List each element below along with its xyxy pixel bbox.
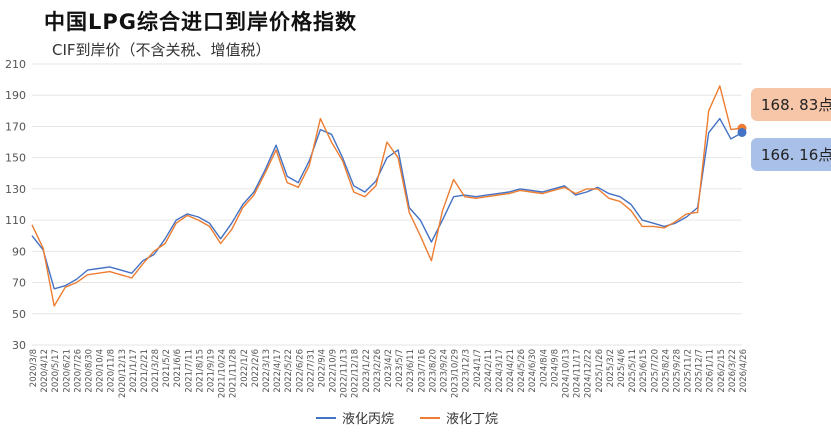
y-tick-label: 130 bbox=[5, 183, 26, 196]
x-tick-label: 2020/12/13 bbox=[118, 349, 128, 398]
y-tick-label: 90 bbox=[12, 245, 26, 258]
legend-swatch-propane bbox=[316, 416, 336, 419]
legend-item-propane: 液化丙烷 bbox=[316, 408, 394, 427]
x-axis: 2020/3/8 2020/4/12 2020/5/17 2020/6/21 2020/… bbox=[29, 349, 749, 398]
x-tick-label: 2025/12/7 bbox=[695, 349, 705, 393]
x-tick-label: 2021/7/11 bbox=[184, 349, 194, 393]
x-tick-label: 2024/11/17 bbox=[573, 349, 583, 398]
x-tick-label: 2023/4/2 bbox=[384, 349, 394, 387]
y-tick-label: 50 bbox=[12, 308, 26, 321]
x-tick-label: 2022/9/4 bbox=[317, 349, 327, 387]
x-tick-label: 2025/7/20 bbox=[650, 349, 660, 393]
callout-butane-value: 168. 83点 bbox=[751, 88, 831, 121]
x-tick-label: 2023/9/24 bbox=[439, 349, 449, 393]
x-tick-label: 2021/6/6 bbox=[173, 349, 183, 387]
legend-label-butane: 液化丁烷 bbox=[446, 412, 499, 427]
legend-label-propane: 液化丙烷 bbox=[342, 412, 395, 427]
x-tick-label: 2025/3/2 bbox=[606, 349, 616, 387]
series-line-butane bbox=[31, 85, 743, 307]
x-tick-label: 2021/2/21 bbox=[140, 349, 150, 393]
grid-lines bbox=[32, 63, 742, 346]
x-tick-label: 2024/2/11 bbox=[484, 349, 494, 393]
x-tick-label: 2020/5/17 bbox=[51, 349, 61, 393]
end-marker-propane bbox=[737, 127, 747, 137]
x-tick-label: 2024/5/26 bbox=[517, 349, 527, 393]
x-tick-label: 2025/5/11 bbox=[628, 349, 638, 393]
x-tick-label: 2020/8/30 bbox=[84, 349, 94, 393]
x-tick-label: 2020/11/8 bbox=[107, 349, 117, 393]
x-tick-label: 2023/2/26 bbox=[373, 349, 383, 393]
x-tick-label: 2023/8/20 bbox=[428, 349, 438, 393]
x-tick-label: 2021/1/17 bbox=[129, 349, 139, 393]
y-tick-label: 70 bbox=[12, 277, 26, 290]
series-lines bbox=[31, 85, 743, 307]
legend-item-butane: 液化丁烷 bbox=[420, 408, 498, 427]
y-tick-label: 110 bbox=[5, 214, 26, 227]
series-line-propane bbox=[31, 117, 743, 290]
x-tick-label: 2025/8/24 bbox=[661, 349, 671, 393]
x-tick-label: 2025/6/15 bbox=[639, 349, 649, 393]
x-tick-label: 2024/10/13 bbox=[562, 349, 572, 398]
chart-subtitle: CIF到岸价（不含关税、增值税） bbox=[52, 41, 271, 59]
x-tick-label: 2023/10/29 bbox=[451, 349, 461, 398]
x-tick-label: 2024/3/17 bbox=[495, 349, 505, 393]
x-tick-label: 2025/1/26 bbox=[595, 349, 605, 393]
end-markers bbox=[737, 123, 747, 137]
x-tick-label: 2023/12/3 bbox=[462, 349, 472, 393]
x-tick-label: 2025/11/2 bbox=[684, 349, 694, 393]
chart-legend: 液化丙烷 液化丁烷 bbox=[316, 408, 498, 427]
x-tick-label: 2022/10/9 bbox=[329, 349, 339, 393]
x-tick-label: 2023/7/16 bbox=[417, 349, 427, 393]
x-tick-label: 2026/4/26 bbox=[739, 349, 749, 393]
x-tick-label: 2021/10/24 bbox=[218, 349, 228, 398]
y-tick-label: 210 bbox=[5, 58, 26, 71]
x-tick-label: 2020/4/12 bbox=[40, 349, 50, 393]
x-tick-label: 2022/5/22 bbox=[284, 349, 294, 393]
x-tick-label: 2026/2/15 bbox=[717, 349, 727, 393]
x-tick-label: 2022/6/26 bbox=[295, 349, 305, 393]
x-tick-label: 2020/10/4 bbox=[96, 349, 106, 393]
x-tick-label: 2024/6/30 bbox=[528, 349, 538, 393]
x-tick-label: 2022/1/2 bbox=[240, 349, 250, 387]
y-tick-label: 150 bbox=[5, 152, 26, 165]
x-tick-label: 2021/9/19 bbox=[207, 349, 217, 393]
x-tick-label: 2026/1/11 bbox=[706, 349, 716, 393]
x-tick-label: 2021/3/28 bbox=[151, 349, 161, 393]
x-tick-label: 2026/3/22 bbox=[728, 349, 738, 393]
x-tick-label: 2024/1/7 bbox=[473, 349, 483, 387]
y-axis: 30 50 70 90 110 130 150 170 190 210 bbox=[5, 58, 26, 352]
x-tick-label: 2022/3/13 bbox=[262, 349, 272, 393]
y-tick-label: 30 bbox=[12, 339, 26, 352]
x-tick-label: 2022/4/17 bbox=[273, 349, 283, 393]
x-tick-label: 2025/4/6 bbox=[617, 349, 627, 387]
x-tick-label: 2021/11/28 bbox=[229, 349, 239, 398]
x-tick-label: 2024/4/21 bbox=[506, 349, 516, 393]
x-tick-label: 2020/7/26 bbox=[73, 349, 83, 393]
y-tick-label: 170 bbox=[5, 120, 26, 133]
x-tick-label: 2024/9/8 bbox=[550, 349, 560, 387]
y-tick-label: 190 bbox=[5, 89, 26, 102]
x-tick-label: 2022/11/13 bbox=[340, 349, 350, 398]
x-tick-label: 2022/2/6 bbox=[251, 349, 261, 387]
legend-swatch-butane bbox=[420, 416, 441, 419]
x-tick-label: 2023/6/11 bbox=[406, 349, 416, 393]
x-tick-label: 2024/12/22 bbox=[584, 349, 594, 398]
callout-propane-value: 166. 16点 bbox=[751, 138, 831, 171]
x-tick-label: 2025/9/28 bbox=[672, 349, 682, 393]
x-tick-label: 2021/8/15 bbox=[195, 349, 205, 393]
x-tick-label: 2023/5/7 bbox=[395, 349, 405, 387]
x-tick-label: 2020/6/21 bbox=[62, 349, 72, 393]
chart-title: 中国LPG综合进口到岸价格指数 bbox=[44, 10, 358, 34]
x-tick-label: 2022/12/18 bbox=[351, 349, 361, 398]
x-tick-label: 2024/8/4 bbox=[539, 349, 549, 387]
x-tick-label: 2022/7/31 bbox=[306, 349, 316, 393]
x-tick-label: 2021/5/2 bbox=[162, 349, 172, 387]
x-tick-label: 2020/3/8 bbox=[29, 349, 39, 387]
x-tick-label: 2023/1/22 bbox=[362, 349, 372, 393]
